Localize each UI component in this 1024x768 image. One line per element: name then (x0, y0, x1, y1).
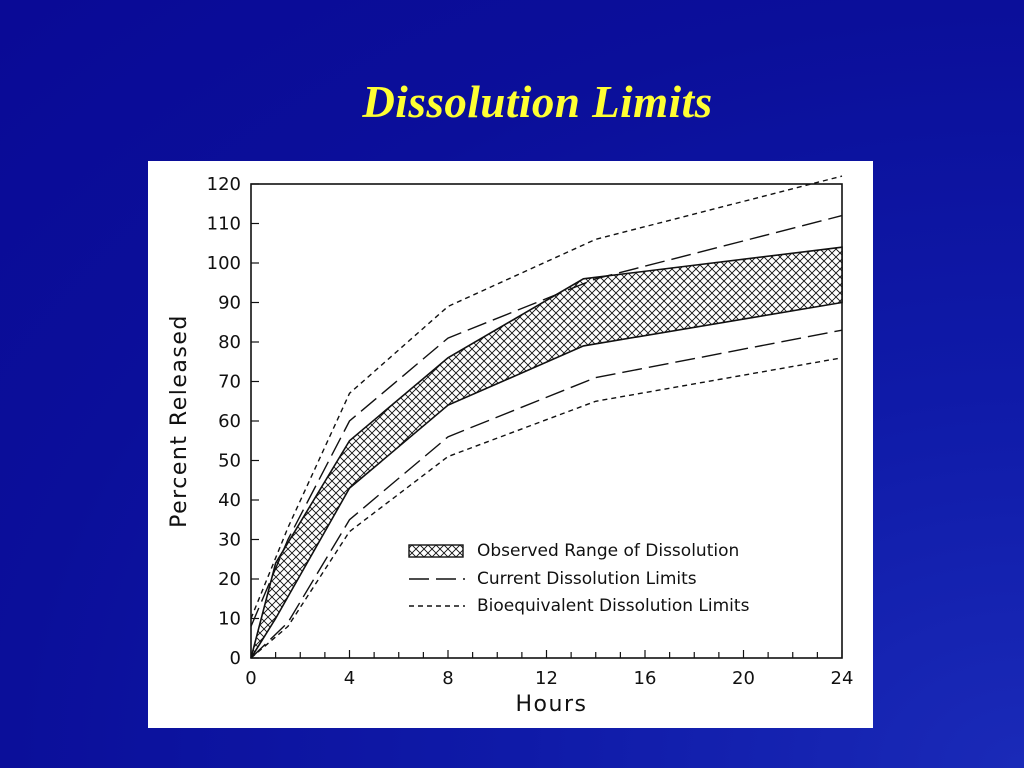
y-axis-title: Percent Released (167, 314, 192, 528)
y-tick-label: 0 (230, 648, 241, 669)
x-tick-label: 16 (634, 668, 657, 689)
legend-label-current-limits: Current Dissolution Limits (477, 569, 697, 589)
legend-label-observed-range: Observed Range of Dissolution (477, 541, 739, 561)
y-tick-label: 30 (218, 530, 241, 551)
bioequivalent-limit-line-upper (250, 175, 843, 619)
y-tick-label: 40 (218, 490, 241, 511)
y-tick-label: 120 (207, 174, 241, 195)
observed-range-band (250, 246, 843, 659)
x-tick-label: 12 (535, 668, 558, 689)
x-tick-label: 20 (732, 668, 755, 689)
y-tick-label: 60 (218, 411, 241, 432)
legend: Observed Range of Dissolution Current Di… (408, 541, 750, 616)
x-tick-label: 0 (245, 668, 256, 689)
y-tick-label: 100 (207, 253, 241, 274)
x-axis: 0 4 8 12 16 20 24 (245, 650, 853, 689)
x-axis-title: Hours (516, 692, 588, 717)
current-limit-line-upper (250, 214, 843, 627)
slide-title: Dissolution Limits (362, 77, 713, 127)
current-limit-line-lower (250, 329, 843, 659)
y-tick-label: 20 (218, 569, 241, 590)
dissolution-chart: 0 4 8 12 16 20 24 0 10 20 30 40 50 60 70 80 90 100 110 120… (167, 174, 853, 717)
x-tick-label: 8 (442, 668, 453, 689)
y-tick-label: 80 (218, 332, 241, 353)
bioequivalent-limit-line-lower (250, 357, 843, 659)
x-tick-label: 24 (831, 668, 854, 689)
legend-swatch-observed-range (408, 544, 464, 558)
chart-figure: 0 4 8 12 16 20 24 0 10 20 30 40 50 60 70 80 90 100 110 120… (148, 161, 873, 728)
y-tick-label: 10 (218, 609, 241, 630)
y-tick-label: 110 (207, 214, 241, 235)
legend-label-bioequivalent-limits: Bioequivalent Dissolution Limits (477, 596, 750, 616)
y-tick-label: 70 (218, 372, 241, 393)
x-tick-label: 4 (344, 668, 355, 689)
y-tick-label: 50 (218, 451, 241, 472)
y-tick-label: 90 (218, 293, 241, 314)
y-axis: 0 10 20 30 40 50 60 70 80 90 100 110 120 (207, 174, 259, 669)
